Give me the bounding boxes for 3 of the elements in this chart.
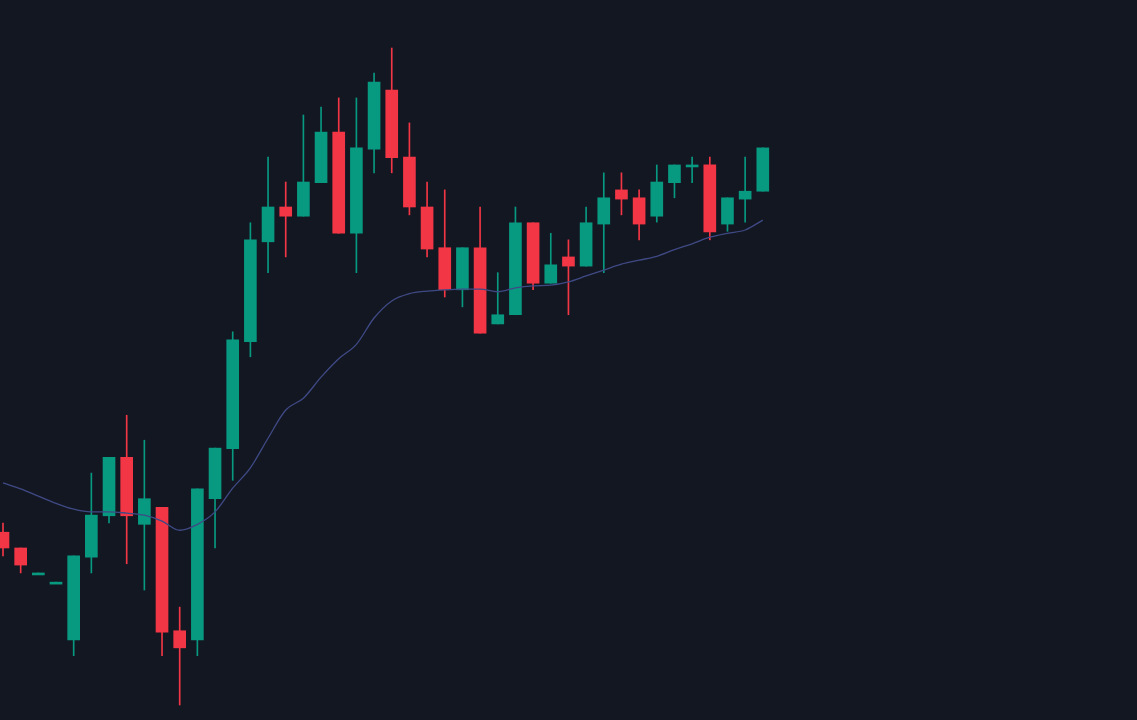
- candlestick: [279, 181, 293, 258]
- candlestick: [173, 606, 187, 706]
- candlestick: [491, 272, 505, 325]
